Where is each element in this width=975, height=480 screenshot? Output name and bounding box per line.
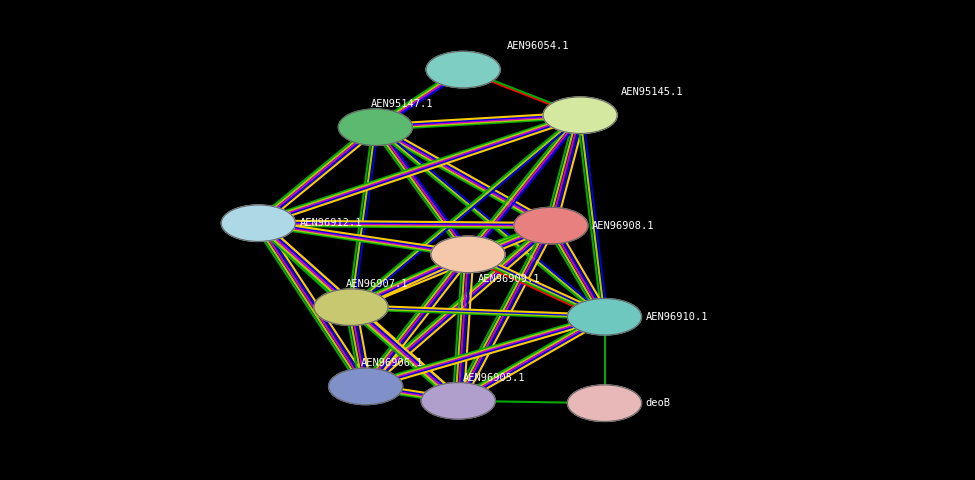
Text: AEN96910.1: AEN96910.1 [645,312,708,322]
Circle shape [543,97,617,133]
Circle shape [421,383,495,419]
Circle shape [514,207,588,244]
Text: deoB: deoB [645,398,671,408]
Circle shape [426,51,500,88]
Circle shape [567,299,642,335]
Text: AEN95145.1: AEN95145.1 [621,87,683,97]
Text: AEN95147.1: AEN95147.1 [370,99,433,109]
Circle shape [338,109,412,145]
Text: AEN96909.1: AEN96909.1 [478,275,540,284]
Circle shape [314,289,388,325]
Text: AEN96905.1: AEN96905.1 [463,373,526,383]
Circle shape [431,236,505,273]
Circle shape [221,205,295,241]
Circle shape [567,385,642,421]
Text: AEN96906.1: AEN96906.1 [361,359,423,368]
Circle shape [329,368,403,405]
Text: AEN96912.1: AEN96912.1 [299,218,362,228]
Text: AEN96907.1: AEN96907.1 [346,279,409,289]
Text: AEN96054.1: AEN96054.1 [507,41,569,50]
Text: AEN96908.1: AEN96908.1 [592,221,654,230]
